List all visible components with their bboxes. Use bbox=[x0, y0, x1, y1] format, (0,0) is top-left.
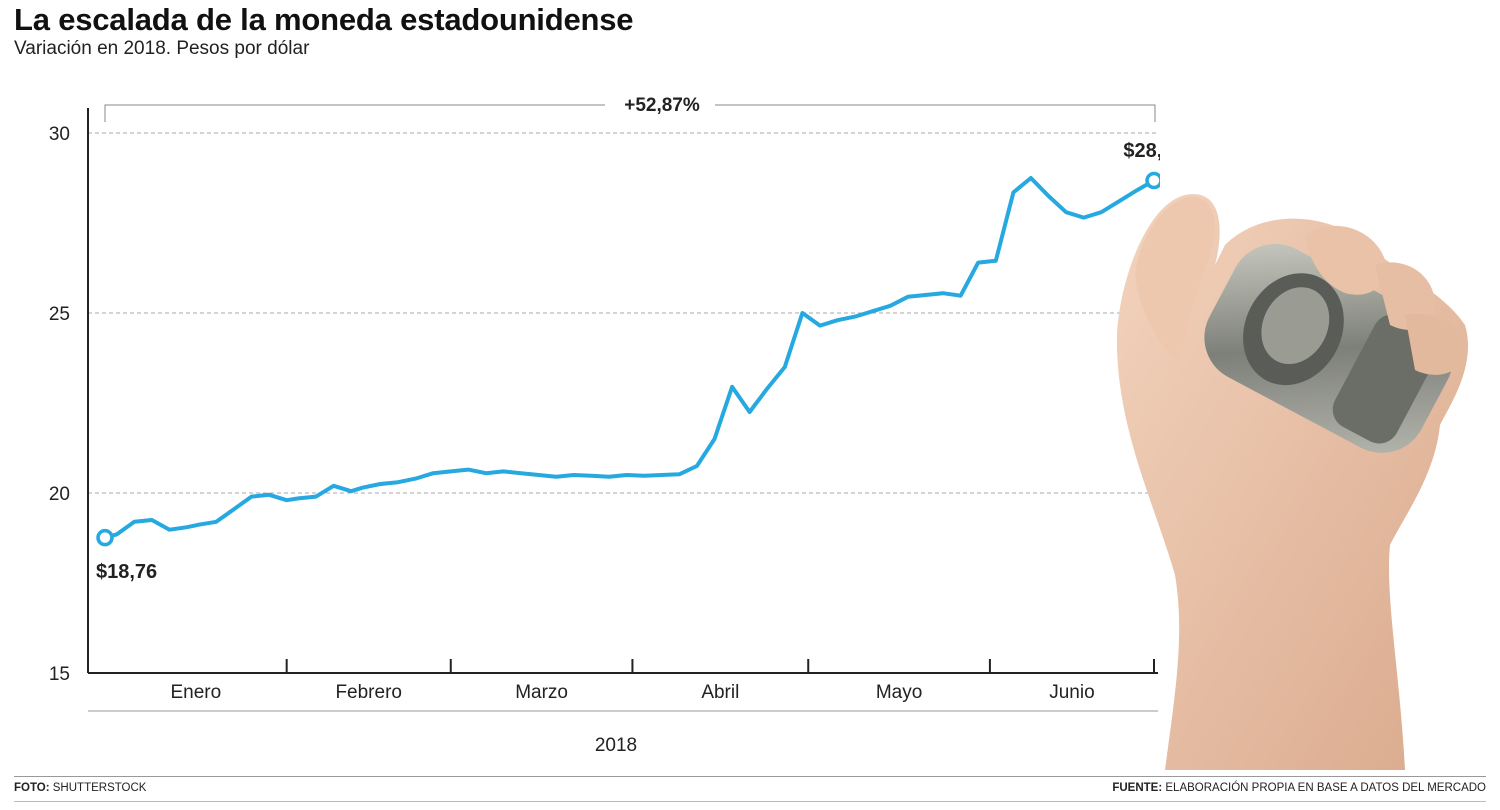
change-annotation: +52,87% bbox=[624, 95, 700, 116]
bracket-line bbox=[715, 104, 1156, 122]
photo-credit: FOTO: SHUTTERSTOCK bbox=[14, 782, 146, 794]
line-chart: 15 20 25 30 Enero Febrero Marzo Abril Mayo Junio… bbox=[49, 95, 1160, 756]
grid-lines bbox=[88, 132, 1158, 494]
month-label: Abril bbox=[701, 682, 739, 703]
source-credit: FUENTE: ELABORACIÓN PROPIA EN BASE A DAT… bbox=[1112, 782, 1486, 794]
change-bracket: +52,87% bbox=[104, 95, 1156, 122]
series-line bbox=[103, 176, 1156, 540]
chart-subtitle: Variación en 2018. Pesos por dólar bbox=[14, 38, 310, 59]
bracket-line bbox=[104, 104, 605, 122]
photo-credit-label: FOTO: bbox=[14, 782, 50, 794]
source-credit-value: ELABORACIÓN PROPIA EN BASE A DATOS DEL M… bbox=[1165, 782, 1486, 794]
photo-credit-value: SHUTTERSTOCK bbox=[52, 782, 147, 794]
end-point-marker bbox=[1145, 171, 1160, 190]
month-labels: Enero Febrero Marzo Abril Mayo Junio bbox=[170, 682, 1094, 703]
month-label: Febrero bbox=[335, 682, 402, 703]
chart-title: La escalada de la moneda estadounidense bbox=[14, 2, 634, 37]
axes bbox=[87, 108, 1158, 712]
x-tick-marks bbox=[285, 659, 1155, 673]
x-axis-title: 2018 bbox=[595, 735, 637, 756]
y-tick-label: 15 bbox=[49, 664, 70, 685]
y-tick-labels: 15 20 25 30 bbox=[49, 124, 70, 685]
month-label: Enero bbox=[170, 682, 221, 703]
month-label: Mayo bbox=[876, 682, 922, 703]
footer: FOTO: SHUTTERSTOCK FUENTE: ELABORACIÓN P… bbox=[14, 776, 1486, 802]
y-tick-label: 30 bbox=[49, 124, 70, 145]
hand-holding-dollar-roll-icon bbox=[1116, 194, 1469, 770]
end-value-label: $28,68 bbox=[1123, 140, 1160, 162]
source-credit-label: FUENTE: bbox=[1112, 782, 1163, 794]
start-value-label: $18,76 bbox=[96, 561, 157, 583]
start-point-marker bbox=[96, 528, 114, 547]
month-label: Marzo bbox=[515, 682, 568, 703]
y-tick-label: 25 bbox=[49, 304, 70, 325]
month-label: Junio bbox=[1049, 682, 1094, 703]
y-tick-label: 20 bbox=[49, 484, 70, 505]
